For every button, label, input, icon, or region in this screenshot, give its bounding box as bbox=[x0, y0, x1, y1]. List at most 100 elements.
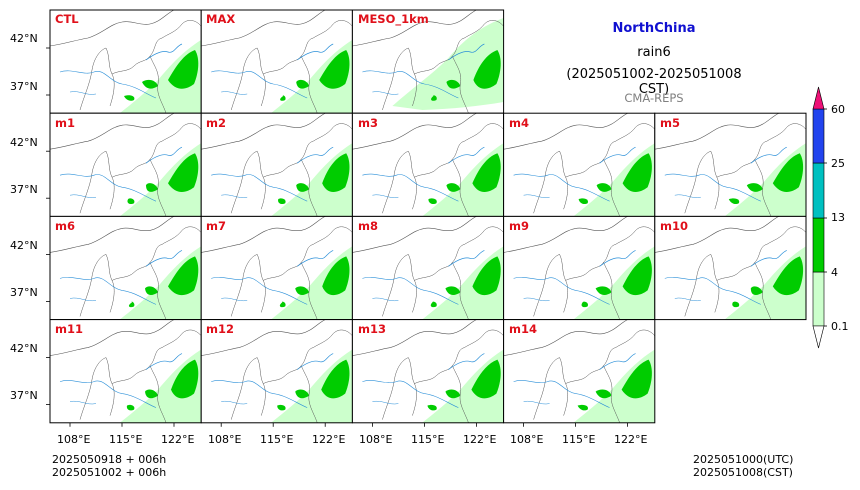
init-time-line2: 2025051002 + 006h bbox=[52, 466, 167, 479]
river-line bbox=[69, 400, 97, 405]
border-line bbox=[300, 262, 318, 320]
river-line bbox=[372, 91, 399, 95]
lon-label-122-col1: 122°E bbox=[161, 433, 195, 446]
river-line bbox=[69, 91, 97, 95]
moderate-rain-area bbox=[473, 50, 501, 89]
moderate-rain-area bbox=[146, 183, 158, 192]
border-line bbox=[230, 150, 266, 214]
light-rain-area bbox=[120, 349, 201, 423]
panel-label-m13: m13 bbox=[358, 322, 386, 336]
moderate-rain-area bbox=[428, 198, 437, 204]
moderate-rain-area bbox=[595, 389, 612, 399]
valid-time-cst: 2025051008(CST) bbox=[693, 466, 793, 479]
river-line bbox=[211, 70, 308, 99]
panel-label-m11: m11 bbox=[55, 322, 83, 336]
lat-label-42-row3: 42°N bbox=[10, 239, 38, 252]
river-line bbox=[599, 250, 636, 267]
moderate-rain-area bbox=[124, 95, 135, 101]
moderate-rain-area bbox=[278, 198, 286, 204]
light-rain-area bbox=[573, 246, 655, 320]
moderate-rain-area bbox=[127, 198, 135, 204]
moderate-rain-area bbox=[145, 286, 158, 296]
panel-label-max: MAX bbox=[206, 12, 236, 26]
river-line bbox=[362, 173, 459, 202]
moderate-rain-area bbox=[446, 183, 461, 192]
border-line bbox=[79, 150, 115, 214]
panel-label-meso: MESO_1km bbox=[358, 12, 429, 26]
border-line bbox=[452, 159, 469, 217]
river-line bbox=[59, 173, 157, 202]
moderate-rain-area bbox=[321, 359, 350, 399]
light-rain-area bbox=[573, 349, 655, 423]
river-line bbox=[448, 353, 485, 370]
colorbar-segment-0 bbox=[812, 271, 825, 327]
border-line bbox=[201, 216, 326, 253]
border-line bbox=[352, 216, 477, 253]
lat-label-37-row1: 37°N bbox=[10, 80, 38, 93]
river-line bbox=[523, 194, 550, 198]
moderate-rain-area bbox=[471, 359, 501, 399]
moderate-rain-area bbox=[142, 79, 158, 89]
lon-label-108-col4: 108°E bbox=[510, 433, 544, 446]
map-panel-m11 bbox=[49, 319, 202, 424]
border-line bbox=[533, 357, 569, 420]
moderate-rain-area bbox=[596, 183, 612, 192]
moderate-rain-area bbox=[472, 256, 501, 296]
panel-label-m3: m3 bbox=[358, 116, 378, 130]
panel-label-m2: m2 bbox=[206, 116, 226, 130]
lat-label-37-row2: 37°N bbox=[10, 183, 38, 196]
valid-time-utc: 2025051000(UTC) bbox=[693, 453, 794, 466]
moderate-rain-area bbox=[168, 50, 199, 89]
border-line bbox=[615, 123, 655, 142]
border-line bbox=[263, 140, 314, 178]
border-line bbox=[300, 55, 318, 114]
moderate-rain-area bbox=[472, 153, 501, 192]
colorbar-label-4: 4 bbox=[831, 266, 838, 279]
border-line bbox=[603, 262, 620, 320]
border-line bbox=[201, 319, 326, 356]
border-line bbox=[766, 226, 806, 245]
light-rain-area bbox=[120, 40, 201, 113]
moderate-rain-area bbox=[595, 286, 612, 296]
colorbar-label-0-1: 0.1 bbox=[831, 320, 849, 333]
light-rain-area bbox=[724, 246, 806, 320]
river-line bbox=[372, 297, 399, 302]
colorbar bbox=[812, 86, 827, 349]
river-line bbox=[296, 43, 334, 61]
lon-label-122-col2: 122°E bbox=[312, 433, 346, 446]
river-line bbox=[69, 297, 97, 302]
border-line bbox=[201, 113, 326, 150]
map-panel-max bbox=[200, 9, 353, 114]
border-line bbox=[149, 365, 167, 423]
border-line bbox=[263, 37, 314, 75]
moderate-rain-area bbox=[280, 95, 286, 101]
border-line bbox=[464, 329, 504, 348]
river-line bbox=[513, 173, 610, 202]
river-line bbox=[599, 146, 636, 164]
panel-label-m10: m10 bbox=[660, 219, 688, 233]
colorbar-segment-1 bbox=[812, 217, 825, 273]
border-line bbox=[382, 254, 417, 317]
light-rain-area bbox=[271, 143, 353, 217]
moderate-rain-area bbox=[445, 286, 461, 296]
border-line bbox=[149, 262, 167, 320]
moderate-rain-area bbox=[728, 198, 740, 204]
panel-frame bbox=[503, 319, 656, 424]
colorbar-segment-2 bbox=[812, 162, 825, 219]
map-panel-meso_1km bbox=[351, 9, 505, 114]
border-line bbox=[300, 159, 318, 217]
border-line bbox=[111, 347, 163, 384]
border-line bbox=[382, 47, 417, 111]
river-line bbox=[211, 173, 308, 202]
border-line bbox=[533, 254, 569, 317]
moderate-rain-area bbox=[322, 153, 350, 192]
border-line bbox=[352, 113, 477, 150]
river-line bbox=[221, 297, 248, 302]
moderate-rain-area bbox=[277, 404, 286, 411]
init-time-line1: 2025050918 + 006h bbox=[52, 453, 167, 466]
panel-label-m12: m12 bbox=[206, 322, 234, 336]
river-line bbox=[674, 194, 701, 198]
light-rain-area bbox=[573, 143, 655, 217]
moderate-rain-area bbox=[581, 301, 589, 308]
